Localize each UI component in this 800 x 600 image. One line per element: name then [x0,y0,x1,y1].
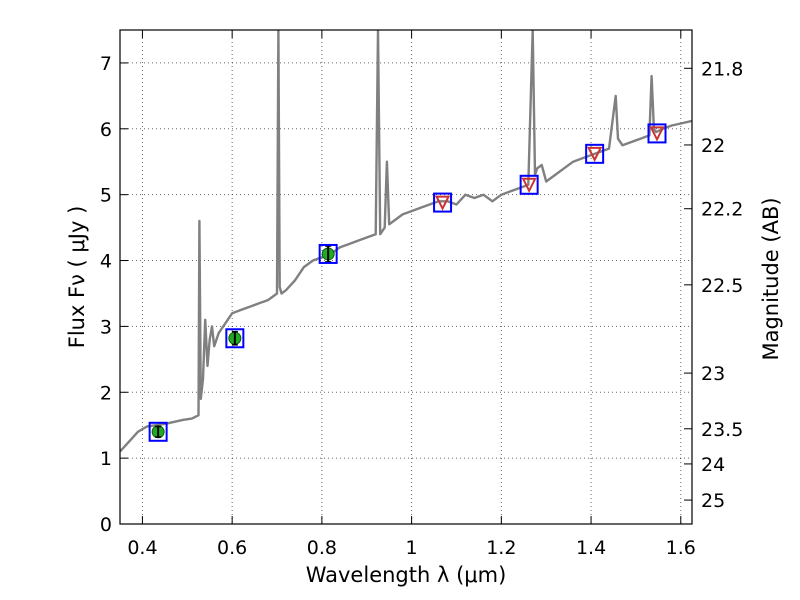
y-tick-label: 7 [100,53,112,75]
y-tick-label: 0 [100,514,112,536]
y-tick-label: 2 [100,382,112,404]
mag-tick-label: 22.5 [701,275,743,297]
model-point-square [148,421,168,442]
mag-tick-label: 23.5 [701,419,743,441]
mag-tick-label: 22.2 [701,199,743,221]
x-tick-label: 1.2 [486,537,516,559]
x-axis-label: Wavelength λ (μm) [306,563,507,587]
y-axis-label: Flux Fν ( μJy ) [65,206,89,349]
model-point-square [519,174,539,195]
upper-limit-marker [521,177,537,194]
model-point-square [647,123,667,144]
grid-lines [120,30,692,525]
plot-frame [119,29,693,525]
y-tick-label: 5 [100,185,112,207]
points-layer [148,123,667,442]
upper-limit-marker [434,195,451,211]
model-point-square [318,243,338,264]
model-point-square [585,143,605,164]
y-tick-label: 4 [100,251,112,273]
x-tick-label: 0.6 [217,537,247,559]
model-point-square [225,328,245,349]
mag-tick-label: 24 [701,454,725,476]
x-tick-label: 0.8 [307,537,337,559]
mag-tick-label: 23 [701,363,725,385]
series-layer [120,30,692,453]
x-tick-label: 1.6 [666,537,696,559]
sed-series-line [120,30,692,453]
ticks-layer [120,30,692,525]
mag-tick-label: 25 [701,490,725,512]
y-tick-label: 6 [100,119,112,141]
y-tick-label: 3 [100,316,112,338]
upper-limit-marker [649,126,665,142]
model-point-square [433,192,453,213]
y2-axis-label: Magnitude (AB) [759,197,783,360]
mag-tick-label: 21.8 [701,58,743,80]
mag-tick-label: 22 [701,135,725,157]
upper-limit-marker [587,146,603,163]
x-tick-label: 1.4 [576,537,606,559]
y-tick-label: 1 [100,448,112,470]
x-tick-label: 1 [406,537,418,559]
x-tick-label: 0.4 [127,537,157,559]
